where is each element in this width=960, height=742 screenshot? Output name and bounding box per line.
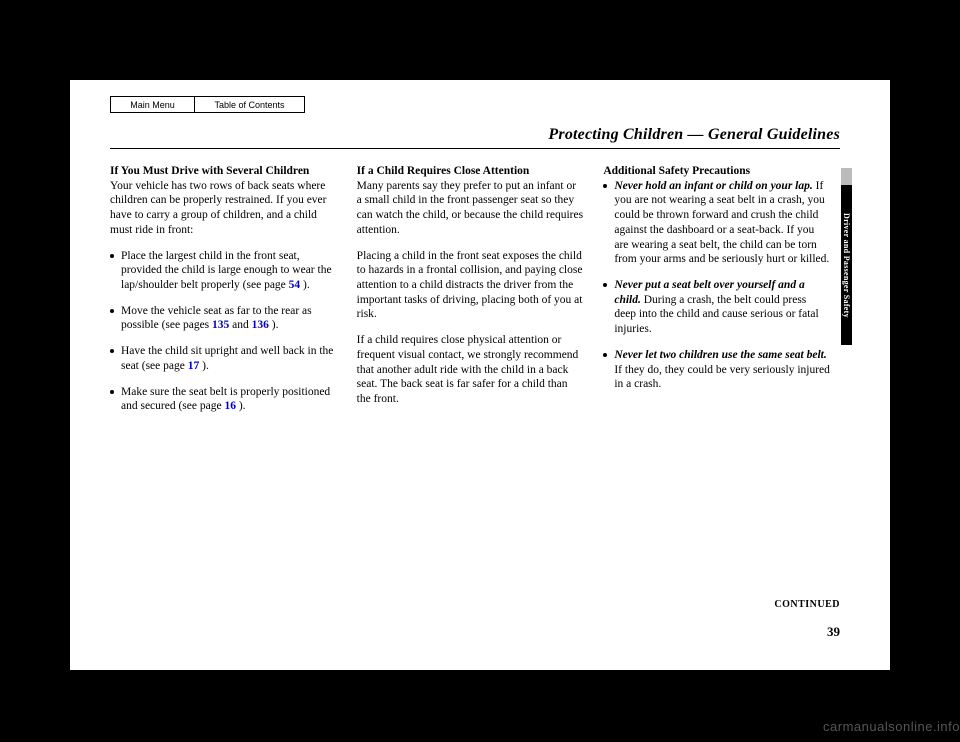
column-1: If You Must Drive with Several Children … (110, 164, 337, 425)
page-number: 39 (827, 624, 840, 640)
watermark: carmanualsonline.info (823, 719, 960, 734)
table-of-contents-button[interactable]: Table of Contents (195, 96, 305, 113)
text: ). (199, 360, 209, 372)
col1-bullet-3: Have the child sit upright and well back… (110, 344, 337, 373)
bullet-body: If they do, they could be very seriously… (614, 364, 830, 391)
column-2: If a Child Requires Close Attention Many… (357, 164, 584, 425)
col3-bullet-2: Never put a seat belt over yourself and … (603, 278, 830, 337)
page-link-16[interactable]: 16 (224, 400, 236, 412)
col3-bullet-1: Never hold an infant or child on your la… (603, 179, 830, 267)
continued-label: CONTINUED (774, 599, 840, 610)
col2-p2: Placing a child in the front seat expose… (357, 249, 584, 323)
section-tab: Driver and Passenger Safety (841, 185, 852, 345)
col1-bullet-list: Place the largest child in the front sea… (110, 249, 337, 414)
col1-heading: If You Must Drive with Several Children (110, 165, 309, 177)
page-link-136[interactable]: 136 (252, 319, 269, 331)
col1-bullet-4: Make sure the seat belt is properly posi… (110, 385, 337, 414)
col2-p1: Many parents say they prefer to put an i… (357, 180, 583, 236)
main-menu-button[interactable]: Main Menu (110, 96, 195, 113)
content-columns: If You Must Drive with Several Children … (110, 164, 830, 425)
header-rule (110, 148, 840, 149)
col1-bullet-1: Place the largest child in the front sea… (110, 249, 337, 293)
text: ). (236, 400, 246, 412)
text: ). (269, 319, 279, 331)
text: Have the child sit upright and well back… (121, 345, 333, 372)
col3-heading: Additional Safety Precautions (603, 164, 830, 179)
side-tab-spacer (841, 168, 852, 185)
col1-bullet-2: Move the vehicle seat as far to the rear… (110, 304, 337, 333)
column-3: Additional Safety Precautions Never hold… (603, 164, 830, 425)
page-link-17[interactable]: 17 (188, 360, 200, 372)
nav-button-group: Main Menu Table of Contents (110, 96, 305, 113)
bullet-head: Never let two children use the same seat… (614, 349, 826, 361)
text: ). (300, 279, 310, 291)
col1-intro: Your vehicle has two rows of back seats … (110, 180, 326, 236)
page-link-54[interactable]: 54 (289, 279, 301, 291)
bullet-body: If you are not wearing a seat belt in a … (614, 180, 829, 266)
col2-p3: If a child requires close physical atten… (357, 333, 584, 407)
bullet-body: During a crash, the belt could press dee… (614, 294, 818, 335)
col2-heading: If a Child Requires Close Attention (357, 165, 530, 177)
col3-bullet-list: Never hold an infant or child on your la… (603, 179, 830, 392)
col3-bullet-3: Never let two children use the same seat… (603, 348, 830, 392)
text: and (229, 319, 251, 331)
bullet-head: Never hold an infant or child on your la… (614, 180, 812, 192)
manual-page: Main Menu Table of Contents Protecting C… (70, 80, 890, 670)
page-link-135[interactable]: 135 (212, 319, 229, 331)
page-heading: Protecting Children — General Guidelines (548, 126, 840, 144)
